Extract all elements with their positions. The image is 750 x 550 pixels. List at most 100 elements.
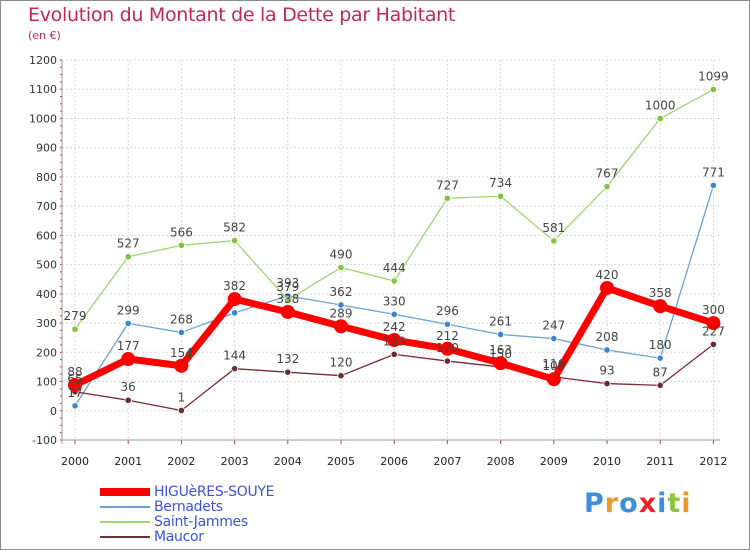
data-point bbox=[334, 319, 348, 334]
data-point bbox=[443, 320, 451, 328]
data-point bbox=[443, 194, 451, 202]
data-label: 227 bbox=[702, 324, 725, 338]
data-point bbox=[603, 379, 611, 388]
data-label: 727 bbox=[436, 178, 459, 192]
logo-letter: t bbox=[667, 488, 682, 519]
x-tick-label: 2009 bbox=[540, 455, 568, 468]
data-label: 362 bbox=[330, 285, 353, 299]
data-label: 163 bbox=[489, 343, 512, 357]
y-tick-label: 700 bbox=[36, 200, 57, 213]
data-point bbox=[706, 316, 721, 331]
data-label: 17 bbox=[67, 386, 82, 400]
data-label: 338 bbox=[276, 292, 299, 306]
data-label: 289 bbox=[330, 306, 353, 320]
data-point bbox=[337, 263, 345, 272]
data-label: 1 bbox=[178, 390, 186, 404]
y-tick-label: 1200 bbox=[29, 54, 57, 67]
y-tick-label: 800 bbox=[36, 171, 57, 184]
data-label: 734 bbox=[489, 176, 512, 190]
data-label: 261 bbox=[489, 314, 512, 328]
data-point bbox=[231, 365, 239, 373]
data-point bbox=[284, 368, 292, 376]
x-tick-label: 2000 bbox=[61, 455, 89, 468]
x-tick-label: 2010 bbox=[593, 455, 621, 468]
data-point bbox=[280, 304, 295, 319]
legend-label: Saint-Jammes bbox=[154, 513, 248, 530]
data-label: 212 bbox=[436, 329, 459, 343]
x-tick-label: 2007 bbox=[433, 455, 461, 468]
data-point bbox=[174, 358, 189, 373]
data-point bbox=[709, 181, 718, 189]
data-label: 93 bbox=[599, 364, 614, 378]
data-point bbox=[443, 357, 451, 365]
data-label: 120 bbox=[330, 356, 353, 370]
data-point bbox=[656, 381, 664, 389]
data-point bbox=[124, 253, 132, 261]
data-point bbox=[653, 299, 668, 314]
data-point bbox=[231, 237, 239, 245]
data-point bbox=[121, 352, 136, 367]
data-label: 393 bbox=[276, 276, 299, 290]
data-label: 299 bbox=[117, 303, 140, 317]
data-point bbox=[68, 378, 82, 393]
proxiti-logo: Proxiti bbox=[584, 488, 692, 519]
data-point bbox=[709, 85, 718, 94]
legend-swatch bbox=[100, 505, 150, 508]
y-tick-label: 0 bbox=[50, 405, 57, 418]
data-point bbox=[227, 292, 242, 307]
data-point bbox=[496, 192, 505, 200]
chart-title: Evolution du Montant de la Dette par Hab… bbox=[28, 4, 456, 26]
data-label: 379 bbox=[276, 280, 299, 294]
data-point bbox=[656, 354, 664, 362]
x-tick-label: 2012 bbox=[699, 455, 727, 468]
data-label: 566 bbox=[170, 225, 193, 239]
y-tick-label: 1000 bbox=[29, 112, 57, 125]
data-label: 36 bbox=[121, 380, 136, 394]
data-point bbox=[284, 296, 292, 304]
data-point bbox=[337, 301, 345, 309]
y-tick-label: -100 bbox=[32, 434, 57, 447]
legend-item: Bernadets bbox=[100, 498, 274, 515]
data-label: 268 bbox=[170, 312, 193, 326]
data-label: 382 bbox=[223, 279, 246, 293]
x-tick-label: 2011 bbox=[646, 455, 674, 468]
data-point bbox=[124, 396, 132, 404]
x-tick-label: 2005 bbox=[327, 455, 355, 468]
data-label: 527 bbox=[117, 237, 140, 251]
data-point bbox=[550, 334, 558, 343]
data-point bbox=[656, 114, 664, 123]
data-point bbox=[440, 341, 455, 356]
logo-letter: r bbox=[604, 488, 620, 519]
logo-letter: o bbox=[619, 488, 639, 519]
data-label: 132 bbox=[276, 352, 299, 366]
y-tick-label: 600 bbox=[36, 229, 57, 242]
x-tick-label: 2004 bbox=[274, 455, 302, 468]
y-tick-label: 300 bbox=[36, 317, 57, 330]
data-label: 358 bbox=[649, 286, 672, 300]
x-tick-label: 2008 bbox=[487, 455, 515, 468]
data-label: 87 bbox=[653, 365, 668, 379]
chart-legend: HIGUèRES-SOUYE Bernadets Saint-Jammes Mauco… bbox=[100, 484, 275, 545]
data-label: 444 bbox=[383, 261, 406, 275]
data-label: 108 bbox=[542, 359, 565, 373]
data-label: 1099 bbox=[698, 70, 729, 84]
legend-swatch bbox=[100, 535, 150, 538]
data-point bbox=[600, 281, 614, 295]
data-label: 279 bbox=[64, 309, 87, 323]
x-tick-label: 2003 bbox=[221, 455, 249, 468]
data-point bbox=[550, 237, 558, 245]
data-label: 177 bbox=[117, 339, 140, 353]
y-tick-label: 900 bbox=[36, 142, 57, 155]
data-point bbox=[177, 406, 185, 415]
legend-label: Bernadets bbox=[154, 498, 223, 515]
x-tick-label: 2006 bbox=[380, 455, 408, 468]
data-label: 144 bbox=[223, 349, 246, 363]
data-label: 150 bbox=[489, 347, 512, 361]
data-label: 490 bbox=[330, 248, 353, 262]
legend-swatch bbox=[100, 520, 150, 523]
data-label: 208 bbox=[596, 330, 619, 344]
data-point bbox=[231, 309, 239, 317]
data-label: 581 bbox=[542, 221, 565, 235]
legend-item: HIGUèRES-SOUYE bbox=[100, 484, 275, 500]
